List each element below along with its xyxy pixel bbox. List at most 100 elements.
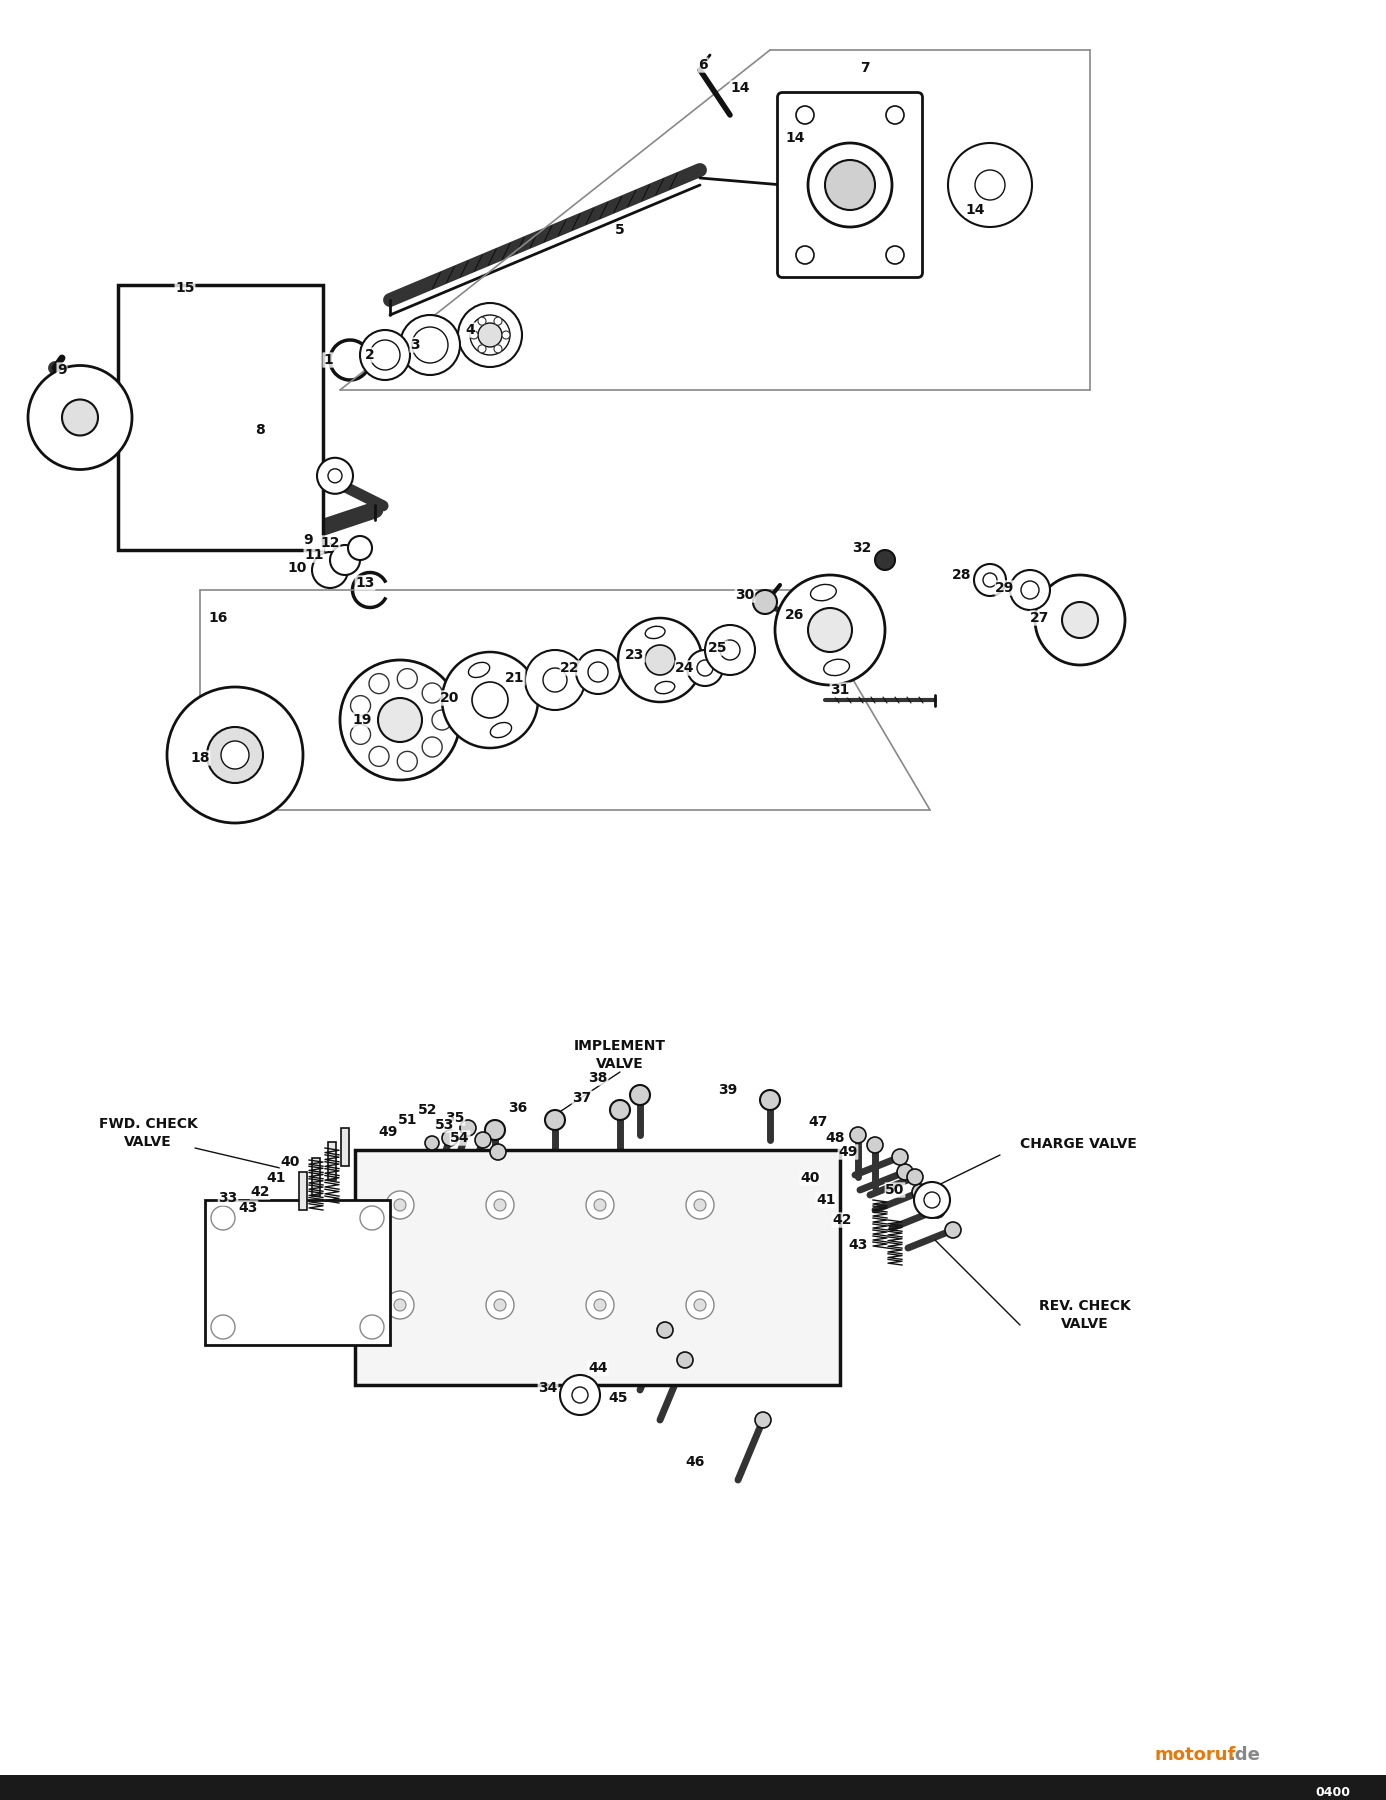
Text: 40: 40 bbox=[800, 1172, 819, 1184]
Circle shape bbox=[543, 668, 567, 691]
Circle shape bbox=[1062, 601, 1098, 637]
Circle shape bbox=[457, 302, 523, 367]
Circle shape bbox=[808, 142, 893, 227]
Text: 30: 30 bbox=[736, 589, 754, 601]
Circle shape bbox=[478, 317, 486, 326]
Circle shape bbox=[473, 682, 509, 718]
Circle shape bbox=[686, 1291, 714, 1319]
Text: 8: 8 bbox=[255, 423, 265, 437]
Circle shape bbox=[945, 1222, 960, 1238]
Text: 41: 41 bbox=[816, 1193, 836, 1208]
Circle shape bbox=[595, 1300, 606, 1310]
Circle shape bbox=[486, 1192, 514, 1219]
Text: 44: 44 bbox=[588, 1361, 607, 1375]
Circle shape bbox=[775, 574, 886, 686]
Ellipse shape bbox=[646, 626, 665, 639]
Text: .de: .de bbox=[1228, 1746, 1260, 1764]
Circle shape bbox=[886, 247, 904, 265]
Circle shape bbox=[545, 1111, 565, 1130]
Circle shape bbox=[460, 1120, 475, 1136]
Circle shape bbox=[875, 551, 895, 571]
Bar bbox=[341, 1129, 349, 1166]
Text: 49: 49 bbox=[378, 1125, 398, 1139]
Circle shape bbox=[426, 1136, 439, 1150]
Ellipse shape bbox=[823, 659, 850, 675]
Circle shape bbox=[983, 572, 997, 587]
Text: 20: 20 bbox=[441, 691, 460, 706]
Text: 25: 25 bbox=[708, 641, 728, 655]
Circle shape bbox=[394, 1199, 406, 1211]
Text: 51: 51 bbox=[398, 1112, 417, 1127]
Circle shape bbox=[705, 625, 755, 675]
Text: 16: 16 bbox=[208, 610, 227, 625]
Circle shape bbox=[825, 160, 875, 211]
Circle shape bbox=[850, 1127, 866, 1143]
Circle shape bbox=[317, 457, 353, 493]
Text: 22: 22 bbox=[560, 661, 579, 675]
Circle shape bbox=[610, 1100, 631, 1120]
Text: 15: 15 bbox=[175, 281, 195, 295]
Circle shape bbox=[370, 1210, 389, 1229]
Text: 43: 43 bbox=[238, 1201, 258, 1215]
Circle shape bbox=[442, 652, 538, 749]
Bar bbox=[355, 1150, 840, 1384]
Text: 47: 47 bbox=[808, 1114, 827, 1129]
Text: IMPLEMENT: IMPLEMENT bbox=[574, 1039, 667, 1053]
Text: 5: 5 bbox=[615, 223, 625, 238]
Circle shape bbox=[478, 346, 486, 353]
Circle shape bbox=[312, 553, 348, 589]
Circle shape bbox=[753, 590, 778, 614]
Text: 7: 7 bbox=[861, 61, 870, 76]
Text: 53: 53 bbox=[435, 1118, 455, 1132]
Circle shape bbox=[211, 1206, 236, 1229]
Text: 43: 43 bbox=[848, 1238, 868, 1253]
Text: 50: 50 bbox=[886, 1183, 905, 1197]
Text: VALVE: VALVE bbox=[125, 1136, 172, 1148]
Text: 48: 48 bbox=[825, 1130, 844, 1145]
Text: 21: 21 bbox=[506, 671, 525, 686]
Text: 33: 33 bbox=[219, 1192, 237, 1204]
Circle shape bbox=[491, 1145, 506, 1159]
Circle shape bbox=[676, 1352, 693, 1368]
Text: 9: 9 bbox=[304, 533, 313, 547]
Circle shape bbox=[470, 331, 478, 338]
Circle shape bbox=[697, 661, 712, 677]
Circle shape bbox=[398, 751, 417, 772]
Circle shape bbox=[657, 1321, 674, 1337]
Ellipse shape bbox=[811, 585, 836, 601]
Text: VALVE: VALVE bbox=[596, 1057, 644, 1071]
Circle shape bbox=[644, 644, 675, 675]
Circle shape bbox=[560, 1375, 600, 1415]
Text: 0400: 0400 bbox=[1315, 1786, 1350, 1798]
Circle shape bbox=[694, 1300, 705, 1310]
Text: 26: 26 bbox=[786, 608, 805, 623]
Circle shape bbox=[360, 329, 410, 380]
Circle shape bbox=[351, 724, 370, 745]
Circle shape bbox=[401, 315, 460, 374]
Circle shape bbox=[493, 1199, 506, 1211]
Text: REV. CHECK: REV. CHECK bbox=[1040, 1300, 1131, 1312]
Text: 27: 27 bbox=[1030, 610, 1049, 625]
Circle shape bbox=[618, 617, 701, 702]
Circle shape bbox=[577, 650, 620, 695]
Text: 42: 42 bbox=[832, 1213, 852, 1228]
Text: 11: 11 bbox=[305, 547, 324, 562]
Text: 14: 14 bbox=[730, 81, 750, 95]
Circle shape bbox=[1010, 571, 1051, 610]
Circle shape bbox=[369, 747, 389, 767]
Circle shape bbox=[207, 727, 263, 783]
Circle shape bbox=[423, 682, 442, 704]
Bar bbox=[312, 1157, 320, 1195]
Ellipse shape bbox=[656, 682, 675, 693]
Circle shape bbox=[525, 650, 585, 709]
Circle shape bbox=[478, 322, 502, 347]
Circle shape bbox=[475, 1132, 491, 1148]
Circle shape bbox=[370, 1300, 389, 1319]
Circle shape bbox=[897, 1165, 913, 1181]
Circle shape bbox=[974, 563, 1006, 596]
Circle shape bbox=[631, 1085, 650, 1105]
Text: motoruf: motoruf bbox=[1155, 1746, 1236, 1764]
Text: 24: 24 bbox=[675, 661, 694, 675]
Circle shape bbox=[948, 142, 1033, 227]
Text: 31: 31 bbox=[830, 682, 850, 697]
